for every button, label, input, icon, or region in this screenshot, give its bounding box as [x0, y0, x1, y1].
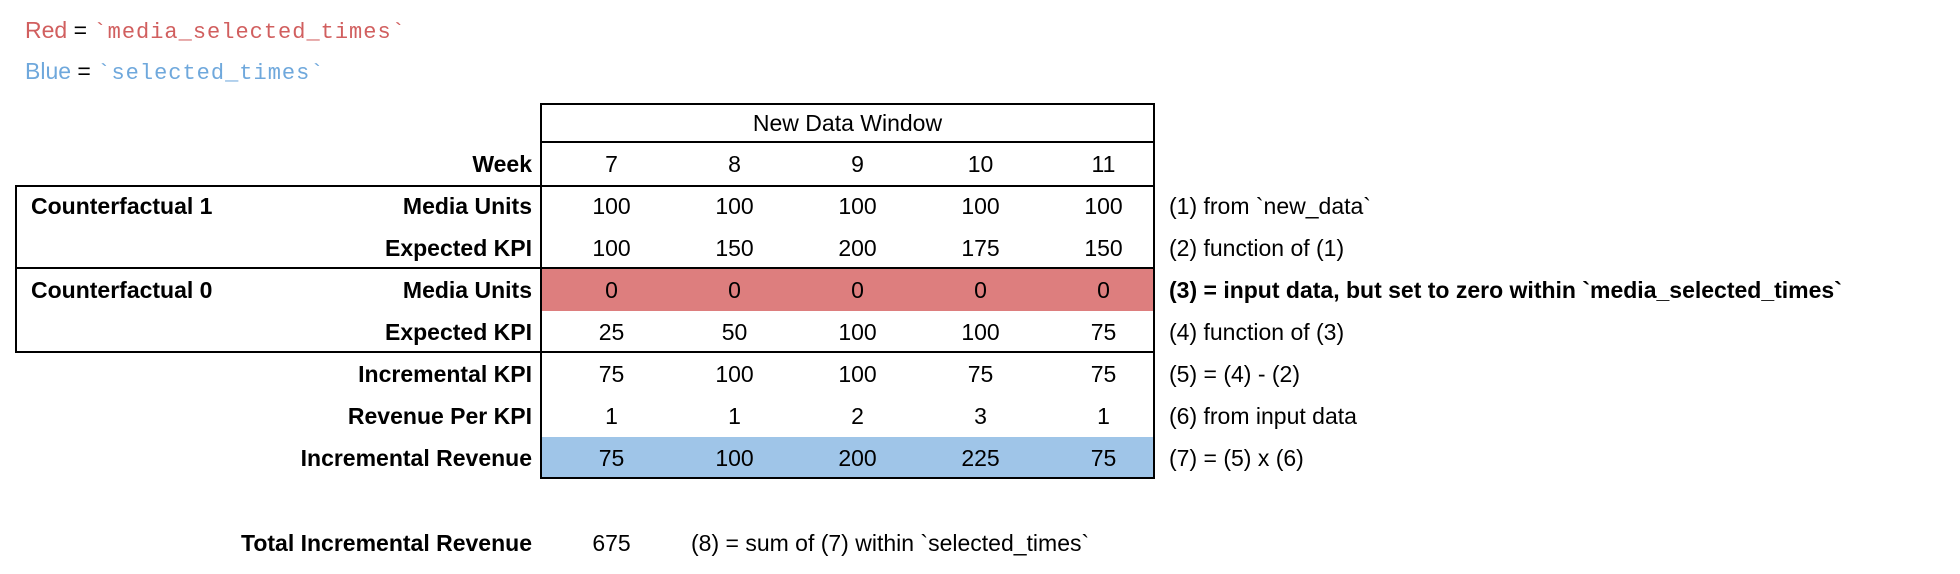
week-value: 10	[967, 151, 994, 177]
group-label	[15, 437, 265, 479]
value-cell: 3	[974, 403, 987, 429]
group-label	[15, 353, 265, 395]
row-note: (4) function of (3)	[1169, 319, 1345, 345]
value-cell: 100	[961, 319, 1000, 345]
value-cell: 75	[1090, 445, 1117, 471]
row-values: 75 100 100 75 75	[540, 353, 1155, 395]
row-values: 25 50 100 100 75	[540, 311, 1155, 353]
value-cell: 75	[1090, 319, 1117, 345]
window-header-row: New Data Window	[15, 103, 1960, 143]
value-cell: 100	[715, 445, 754, 471]
row-values-highlight-blue: 75 100 200 225 75	[540, 437, 1155, 479]
counterfactual-table: New Data Window Week 7 8 9 10 11 Counter…	[15, 103, 1960, 479]
total-note: (8) = sum of (7) within `selected_times`	[691, 530, 1090, 556]
value-cell: 150	[1084, 235, 1123, 261]
legend-red-code: `media_selected_times`	[93, 20, 406, 45]
value-cell: 100	[961, 193, 1000, 219]
row-label: Revenue Per KPI	[347, 403, 532, 429]
group-label: Counterfactual 1	[31, 193, 213, 219]
row-values-highlight-red: 0 0 0 0 0	[540, 269, 1155, 311]
table-row-media-units-cf0: Counterfactual 0 Media Units 0 0 0 0 0 (…	[15, 269, 1960, 311]
value-cell: 100	[592, 235, 631, 261]
total-row: Total Incremental Revenue 675 (8) = sum …	[15, 523, 1089, 563]
week-value: 8	[728, 151, 741, 177]
legend-red-label: Red	[25, 17, 68, 43]
table-row-incremental-revenue: Incremental Revenue 75 100 200 225 75 (7…	[15, 437, 1960, 479]
week-note-spacer	[1155, 143, 1960, 185]
row-note: (3) = input data, but set to zero within…	[1169, 277, 1842, 303]
value-cell: 200	[838, 235, 877, 261]
value-cell: 0	[851, 277, 864, 303]
row-label: Expected KPI	[385, 319, 532, 345]
value-cell: 100	[838, 361, 877, 387]
legend-red-line: Red = `media_selected_times`	[25, 10, 406, 51]
week-values: 7 8 9 10 11	[540, 143, 1155, 185]
row-label: Expected KPI	[385, 235, 532, 261]
row-note: (7) = (5) x (6)	[1169, 445, 1304, 471]
value-cell: 0	[605, 277, 618, 303]
value-cell: 50	[721, 319, 748, 345]
table-row-media-units-cf1: Counterfactual 1 Media Units 100 100 100…	[15, 185, 1960, 227]
row-label: Incremental Revenue	[300, 445, 532, 471]
table-row-incremental-kpi: Incremental KPI 75 100 100 75 75 (5) = (…	[15, 353, 1960, 395]
week-value: 9	[851, 151, 864, 177]
week-label: Week	[472, 151, 532, 177]
legend: Red = `media_selected_times` Blue = `sel…	[25, 10, 406, 92]
legend-blue-code: `selected_times`	[97, 61, 325, 86]
row-label: Media Units	[402, 277, 532, 303]
row-note: (5) = (4) - (2)	[1169, 361, 1300, 387]
group-label	[15, 395, 265, 437]
total-label: Total Incremental Revenue	[241, 530, 532, 556]
value-cell: 1	[1097, 403, 1110, 429]
value-cell: 1	[728, 403, 741, 429]
value-cell: 0	[728, 277, 741, 303]
row-values: 100 150 200 175 150	[540, 227, 1155, 269]
legend-blue-line: Blue = `selected_times`	[25, 51, 406, 92]
value-cell: 2	[851, 403, 864, 429]
table-row-expected-kpi-cf1: Expected KPI 100 150 200 175 150 (2) fun…	[15, 227, 1960, 269]
value-cell: 100	[1084, 193, 1123, 219]
value-cell: 75	[967, 361, 994, 387]
row-label: Media Units	[402, 193, 532, 219]
value-cell: 75	[598, 361, 625, 387]
value-cell: 175	[961, 235, 1000, 261]
group-label	[15, 311, 265, 353]
row-values: 1 1 2 3 1	[540, 395, 1155, 437]
week-value: 11	[1091, 151, 1116, 177]
week-group-spacer	[15, 143, 265, 185]
value-cell: 200	[838, 445, 877, 471]
table-row-expected-kpi-cf0: Expected KPI 25 50 100 100 75 (4) functi…	[15, 311, 1960, 353]
legend-blue-label: Blue	[25, 58, 72, 84]
table-row-revenue-per-kpi: Revenue Per KPI 1 1 2 3 1 (6) from input…	[15, 395, 1960, 437]
group-label	[15, 227, 265, 269]
value-cell: 0	[1097, 277, 1110, 303]
row-label: Incremental KPI	[358, 361, 532, 387]
value-cell: 150	[715, 235, 754, 261]
value-cell: 100	[715, 361, 754, 387]
value-cell: 0	[974, 277, 987, 303]
legend-red-equals: =	[67, 17, 94, 43]
value-cell: 225	[961, 445, 1000, 471]
row-note: (2) function of (1)	[1169, 235, 1345, 261]
value-cell: 100	[715, 193, 754, 219]
row-note: (6) from input data	[1169, 403, 1357, 429]
value-cell: 100	[592, 193, 631, 219]
value-cell: 100	[838, 319, 877, 345]
value-cell: 25	[598, 319, 625, 345]
legend-blue-equals: =	[71, 58, 98, 84]
week-row: Week 7 8 9 10 11	[15, 143, 1960, 185]
total-value: 675	[592, 530, 631, 556]
header-spacer	[15, 103, 540, 143]
row-note: (1) from `new_data`	[1169, 193, 1371, 219]
new-data-window-header: New Data Window	[752, 110, 943, 136]
group-label: Counterfactual 0	[31, 277, 213, 303]
value-cell: 100	[838, 193, 877, 219]
value-cell: 75	[1090, 361, 1117, 387]
value-cell: 1	[605, 403, 618, 429]
row-values: 100 100 100 100 100	[540, 185, 1155, 227]
week-value: 7	[605, 151, 618, 177]
value-cell: 75	[598, 445, 625, 471]
